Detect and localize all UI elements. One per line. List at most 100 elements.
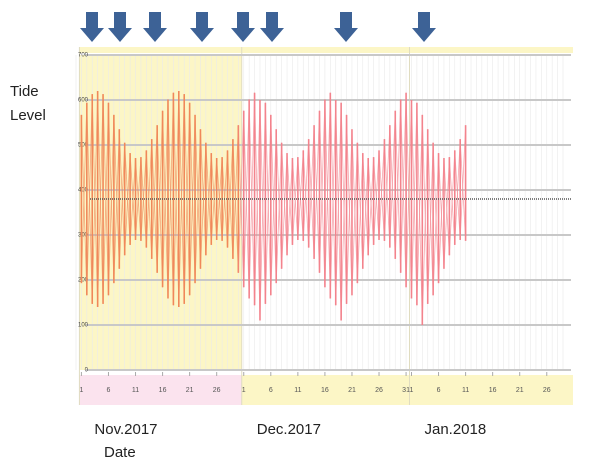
nov-date-strip xyxy=(79,375,242,405)
tide-swing xyxy=(459,125,466,240)
tide-swing xyxy=(151,139,158,273)
x-tick-label: 11 xyxy=(132,387,139,394)
tide-swing xyxy=(286,158,293,256)
tide-swing xyxy=(194,114,201,269)
tide-swing xyxy=(210,158,218,245)
tide-swing xyxy=(281,153,288,269)
y-tick-label: 500 xyxy=(78,143,89,149)
x-tick-label: 31 xyxy=(402,387,410,394)
x-tick-label: 21 xyxy=(516,387,524,394)
y-tick-label: 600 xyxy=(78,98,89,104)
tide-swing xyxy=(351,142,358,296)
tide-swing xyxy=(205,153,212,256)
tide-swing xyxy=(394,99,402,259)
tide-swing xyxy=(432,142,439,284)
tide-swing xyxy=(216,157,223,240)
tide-swing xyxy=(362,153,369,256)
date-strip xyxy=(241,375,573,405)
tide-swing xyxy=(416,114,423,306)
x-tick-label: 6 xyxy=(269,387,273,394)
tide-swing xyxy=(183,102,191,304)
tide-swing xyxy=(243,99,250,288)
tide-swing xyxy=(189,114,196,296)
tide-swing xyxy=(91,90,99,304)
y-tick-label: 300 xyxy=(78,233,89,239)
tide-swing xyxy=(313,110,320,259)
tide-swing xyxy=(340,114,347,321)
tide-swing xyxy=(205,142,212,245)
tide-swing xyxy=(275,142,283,284)
tide-swing xyxy=(373,150,380,245)
tide-swing xyxy=(162,99,169,288)
tide-swing xyxy=(113,114,120,269)
tide-swing xyxy=(113,129,120,284)
tide-swing xyxy=(319,99,326,273)
tide-swing xyxy=(432,153,439,296)
tide-swing xyxy=(151,125,158,259)
tide-swing xyxy=(384,125,391,241)
x-tick-label: 1 xyxy=(242,387,246,394)
tide-swing xyxy=(173,90,180,306)
y-tick-label: 0 xyxy=(85,368,89,374)
tide-swing xyxy=(270,114,277,284)
tide-swing xyxy=(335,102,342,306)
tide-swing xyxy=(140,150,147,241)
tide-swing xyxy=(259,102,266,321)
tide-swing xyxy=(108,114,115,296)
y-tick-label: 700 xyxy=(78,53,89,59)
tide-swing xyxy=(248,92,255,299)
month-label: Nov.2017 xyxy=(94,421,157,438)
tide-swing xyxy=(389,125,396,259)
x-tick-label: 16 xyxy=(321,387,329,394)
tide-swing xyxy=(118,129,126,256)
tide-swing xyxy=(97,94,104,308)
tide-swing xyxy=(270,129,277,296)
month-label: Jan.2018 xyxy=(424,421,486,438)
tide-swing xyxy=(405,99,412,288)
x-tick-label: 11 xyxy=(462,387,469,394)
tide-swing xyxy=(232,125,239,259)
tide-swing xyxy=(297,150,304,240)
tide-swing xyxy=(329,99,337,299)
tide-swing xyxy=(232,139,239,273)
arrows xyxy=(80,12,436,42)
tide-swing xyxy=(356,142,364,269)
tide-swing xyxy=(156,125,163,288)
tide-swing xyxy=(86,94,93,296)
tide-swing xyxy=(438,158,445,284)
tide-swing xyxy=(427,142,434,304)
x-tick-label: 1 xyxy=(410,387,414,394)
tide-swing xyxy=(221,157,228,248)
x-tick-label: 6 xyxy=(437,387,441,394)
tide-swing xyxy=(346,129,353,304)
top-strip xyxy=(79,47,574,53)
x-tick-label: 1 xyxy=(79,387,83,394)
tide-swing xyxy=(81,102,88,284)
tide-swing xyxy=(178,94,185,308)
tide-swing xyxy=(384,139,391,248)
y-tick-label: 200 xyxy=(78,278,89,284)
tide-swing xyxy=(308,139,315,259)
tide-swing xyxy=(254,99,261,306)
tide-swing xyxy=(156,110,163,273)
tide-swing xyxy=(421,114,429,304)
x-tick-label: 21 xyxy=(186,387,194,394)
tide-swing xyxy=(221,150,228,241)
tide-swing xyxy=(200,142,207,269)
tide-swing xyxy=(367,157,375,256)
tide-swing xyxy=(227,139,234,248)
tide-swing xyxy=(454,139,461,245)
tide-swing xyxy=(145,150,153,259)
tide-swing xyxy=(124,142,131,245)
tide-swing xyxy=(167,92,174,299)
x-tick-label: 26 xyxy=(375,387,383,394)
tide-swing xyxy=(411,102,418,299)
tide-swing xyxy=(118,142,126,269)
tide-swing xyxy=(389,110,396,248)
tide-swing xyxy=(129,158,136,245)
x-tick-label: 6 xyxy=(107,387,111,394)
tide-swing xyxy=(124,153,131,256)
tide-swing xyxy=(102,102,109,304)
